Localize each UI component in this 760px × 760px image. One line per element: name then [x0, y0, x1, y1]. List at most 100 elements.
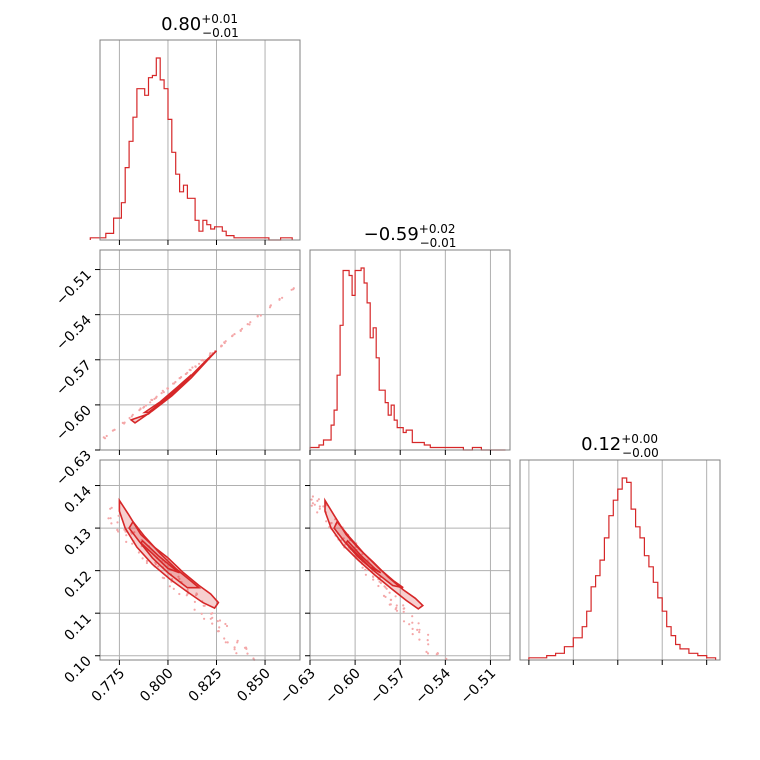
- scatter-point: [417, 622, 420, 625]
- scatter-point: [231, 334, 234, 337]
- scatter-p0-p2-frame: [99, 459, 301, 661]
- scatter-point: [425, 650, 428, 654]
- scatter-point: [418, 628, 421, 631]
- scatter-point: [233, 333, 236, 336]
- scatter-point: [154, 396, 158, 399]
- scatter-point: [395, 609, 399, 612]
- scatter-point: [379, 581, 382, 585]
- scatter-point: [372, 575, 375, 579]
- scatter-point: [411, 621, 414, 624]
- scatter-p0-p2-contour-inner: [128, 520, 202, 589]
- scatter-point: [203, 604, 206, 607]
- scatter-point: [256, 315, 259, 318]
- scatter-point: [226, 641, 229, 644]
- scatter-point: [245, 647, 248, 651]
- scatter-point: [248, 323, 251, 326]
- scatter-p1-p2-frame: [309, 459, 511, 661]
- scatter-point: [186, 593, 189, 596]
- scatter-point: [211, 616, 214, 619]
- scatter-point: [177, 575, 180, 578]
- scatter-point: [123, 422, 126, 425]
- scatter-point: [269, 304, 272, 307]
- scatter-p0-p1-points: [102, 287, 295, 440]
- scatter-point: [311, 502, 314, 505]
- scatter-point: [364, 568, 367, 571]
- scatter-point: [145, 561, 148, 565]
- scatter-point: [233, 648, 236, 651]
- scatter-point: [125, 540, 128, 544]
- scatter-point: [131, 413, 134, 416]
- scatter-point: [364, 573, 367, 576]
- scatter-point: [310, 504, 313, 507]
- scatter-p0-p2-contour-inner-fill: [129, 521, 199, 588]
- scatter-point: [246, 652, 249, 655]
- scatter-point: [144, 404, 148, 407]
- scatter-point: [390, 598, 393, 601]
- scatter-point: [220, 344, 223, 347]
- scatter-point: [218, 626, 221, 629]
- scatter-point: [188, 368, 191, 371]
- scatter-point: [402, 610, 405, 613]
- scatter-p1-p2-contour-inner-fill: [334, 521, 404, 588]
- scatter-point: [209, 352, 212, 355]
- scatter-point: [178, 592, 181, 596]
- scatter-point: [388, 591, 391, 594]
- scatter-point: [195, 593, 199, 596]
- scatter-point: [317, 498, 320, 501]
- scatter-point: [107, 517, 110, 520]
- scatter-point: [210, 612, 213, 615]
- histogram-p0-title: 0.80+0.01 −0.01: [161, 12, 239, 40]
- scatter-point: [131, 542, 134, 545]
- scatter-point: [318, 505, 321, 508]
- scatter-point: [141, 557, 144, 560]
- scatter-point: [268, 306, 272, 309]
- scatter-point: [137, 551, 140, 554]
- scatter-point: [116, 528, 119, 532]
- scatter-p1-p2-contour-outer-fill: [325, 500, 423, 609]
- scatter-point: [200, 359, 203, 362]
- scatter-point: [235, 652, 238, 655]
- scatter-point: [318, 507, 321, 510]
- scatter-point: [316, 511, 319, 514]
- scatter-point: [193, 600, 196, 604]
- scatter-point: [411, 615, 414, 618]
- scatter-point: [383, 585, 386, 588]
- scatter-point: [377, 584, 380, 588]
- scatter-point: [178, 577, 181, 581]
- scatter-point: [113, 428, 116, 431]
- scatter-point: [150, 398, 153, 401]
- scatter-p0-p2-hgrid: [100, 485, 300, 657]
- histogram-p2-title: 0.12+0.00 −0.00: [581, 432, 659, 460]
- scatter-point: [416, 628, 419, 632]
- data-layer: [89, 57, 717, 661]
- scatter-point: [142, 406, 145, 409]
- title-layer: 0.80+0.01 −0.01 −0.59+0.02 −0.01 0.12+0.00 −0…: [161, 12, 659, 460]
- scatter-point: [218, 619, 222, 622]
- histogram-p1-series: [309, 267, 506, 451]
- scatter-point: [411, 627, 414, 631]
- scatter-point: [233, 646, 236, 649]
- scatter-point: [198, 362, 201, 365]
- scatter-point: [236, 641, 239, 644]
- scatter-point: [154, 562, 157, 566]
- scatter-point: [157, 565, 160, 568]
- scatter-point: [361, 566, 364, 569]
- scatter-point: [292, 288, 295, 291]
- scatter-point: [445, 657, 448, 661]
- scatter-point: [116, 521, 119, 524]
- scatter-point: [426, 652, 430, 655]
- scatter-point: [382, 594, 386, 598]
- scatter-point: [160, 392, 163, 395]
- scatter-point: [402, 607, 405, 610]
- scatter-point: [166, 387, 169, 390]
- scatter-p0-p2-contour-core: [139, 539, 181, 574]
- scatter-point: [103, 437, 107, 440]
- scatter-point: [361, 553, 364, 556]
- histogram-p1-frame: [309, 249, 511, 451]
- scatter-point: [436, 652, 439, 655]
- scatter-point: [394, 608, 397, 611]
- histogram-p2-series: [528, 477, 717, 660]
- scatter-point: [203, 617, 206, 620]
- scatter-point: [427, 643, 430, 646]
